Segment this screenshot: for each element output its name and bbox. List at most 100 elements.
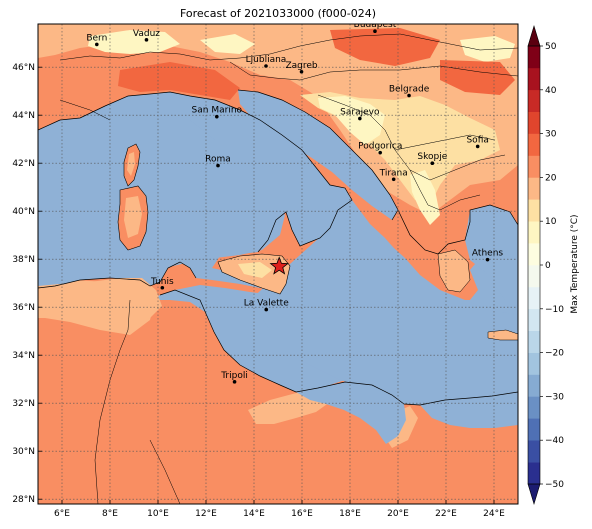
colorbar-tick-label: 40 [545,86,557,96]
colorbar-tick-label: −10 [545,305,564,315]
temp-zone-libya-strip [248,392,330,424]
colorbar-extend-min [527,483,541,506]
x-tick-label: 16°E [291,509,313,519]
colorbar-tick-label: −30 [545,392,564,402]
island-sicily-inner [238,262,272,278]
y-tick-label: 42°N [12,159,35,169]
city-label: San Marino [192,106,243,116]
colorbar-band [528,199,540,222]
temp-zone-po-valley [118,62,240,100]
graticule [38,24,518,504]
city-marker [160,285,165,290]
y-axis-ticks: 28°N 30°N 32°N 34°N 36°N 38°N 40°N 42°N 44°N 46°N [12,63,42,505]
map-frame [37,23,519,505]
city-marker [264,307,269,312]
colorbar-band [528,308,540,331]
y-tick-label: 38°N [12,255,35,265]
city-label: Sofia [466,135,488,145]
colorbar-band [528,352,540,375]
island-sardinia-inner [124,196,142,238]
sea-tyrrhenian [145,120,285,268]
colorbar-band [528,155,540,178]
y-tick-label: 44°N [12,111,35,121]
city-label: Tripoli [220,371,248,381]
x-tick-label: 24°E [483,509,505,519]
city-label: Roma [205,155,231,165]
city-label: Bern [86,33,107,43]
colorbar-band [528,111,540,134]
sea-adriatic [238,90,398,220]
city-label: Podgorica [358,142,402,152]
y-tick-label: 46°N [12,63,35,73]
city-marker [299,69,304,74]
city-marker [358,116,362,121]
colorbar-tick-label: 50 [545,42,557,52]
colorbar-band [528,133,540,156]
city-marker [215,114,219,119]
colorbar: −50 −40 −30 −20 −10 0 10 20 30 40 50 [527,24,564,506]
city-marker [430,161,435,165]
colorbar-tick-label: 20 [545,173,557,183]
sea-gulf-of-sidra [296,382,406,444]
y-tick-label: 28°N [12,495,35,505]
city-label: Belgrade [389,85,430,95]
city-marker [475,144,480,149]
sea-east [420,392,518,428]
x-tick-label: 18°E [339,509,361,519]
city-label: La Valette [244,299,289,309]
sea-aegean [465,205,518,300]
city-marker [264,64,268,68]
colorbar-tick-label: −50 [545,480,564,490]
colorbar-band [528,396,540,419]
colorbar-tick-label: 30 [545,130,557,140]
x-tick-label: 10°E [147,509,169,519]
sea-ionian [250,228,518,405]
temp-zone-hungary [330,28,440,66]
colorbar-band [528,221,540,244]
x-axis-ticks: 6°E 8°E 10°E 12°E 14°E 16°E 18°E 20°E 22°E 24°E [54,500,505,519]
colorbar-band [528,67,540,91]
city-label: Zagreb [285,61,317,71]
colorbar-tick-label: −40 [545,436,564,446]
city-marker [373,29,377,33]
y-tick-label: 36°N [12,303,35,313]
colorbar-band [528,177,540,200]
colorbar-band [528,440,540,463]
sea-mediterranean [38,92,352,504]
city-label: Budapest [354,20,397,30]
temp-zone-alps-cold-east [200,34,255,54]
island-peloponnese [437,249,471,293]
colorbar-band [528,330,540,353]
colorbar-tick-label: 0 [545,261,551,271]
city-label: Tirana [379,168,408,178]
event-star-marker [269,256,289,275]
temp-zone-pindus-cold [410,170,440,225]
temp-zone-tunisia-coast [38,278,162,326]
temp-zone-alps-cold [88,30,180,54]
colorbar-band [528,462,540,485]
colorbar-band [528,243,540,266]
y-tick-label: 40°N [12,207,35,217]
city-marker [95,42,99,47]
city-marker [485,257,490,262]
colorbar-tick-label: 10 [545,217,557,227]
x-tick-label: 6°E [54,509,70,519]
city-marker [407,93,411,98]
colorbar-band [528,89,540,112]
colorbar-band [528,265,540,288]
city-marker [216,163,220,168]
city-marker [232,380,237,384]
city-label: Athens [472,249,503,259]
city-label: Skopje [417,152,447,162]
x-tick-label: 22°E [435,509,457,519]
temp-zone-carpathians [460,36,515,62]
colorbar-label: Max Temperature (°C) [570,214,580,313]
colorbar-band [528,46,540,69]
city-label: Tunis [150,277,174,287]
x-tick-label: 14°E [243,509,265,519]
city-marker [378,150,383,155]
colorbar-extend-max [527,24,541,47]
temp-zone-bosnia-cold [318,96,385,145]
